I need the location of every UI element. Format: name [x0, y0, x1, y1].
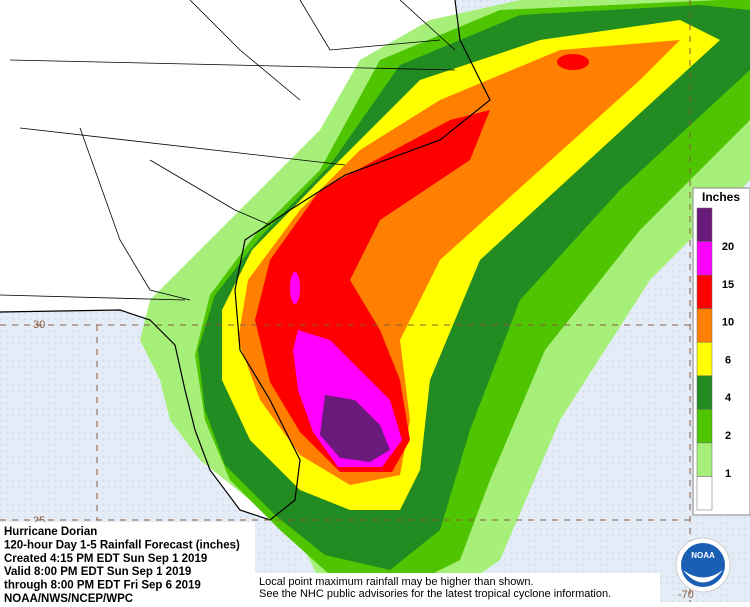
- info-box: [0, 522, 255, 602]
- coastline: [0, 0, 491, 521]
- legend-label: 1: [725, 468, 731, 480]
- logo-wave: [683, 570, 723, 583]
- legend-label: 4: [725, 392, 732, 404]
- legend-swatch: [696, 207, 713, 242]
- legend-swatch: [696, 274, 713, 309]
- legend-label: 6: [725, 354, 731, 366]
- legend-label: 15: [722, 279, 734, 291]
- legend-swatch: [696, 308, 713, 343]
- info-line: NOAA/NWS/NCEP/WPC: [4, 593, 133, 602]
- legend-swatch: [696, 409, 713, 444]
- state-borders: [0, 0, 456, 301]
- rainfall-swath: [140, 0, 750, 602]
- legend-label: 10: [722, 317, 734, 329]
- legend-label: 2: [725, 430, 731, 442]
- info-line: Hurricane Dorian: [4, 526, 97, 538]
- note-text: Local point maximum rainfall may be high…: [259, 576, 611, 600]
- lon-label: -70: [678, 589, 694, 601]
- legend-title: Inches: [702, 190, 740, 204]
- legend-swatch: [696, 375, 713, 410]
- legend-swatch: [696, 341, 713, 377]
- note-line: See the NHC public advisories for the la…: [259, 588, 611, 600]
- legend-swatch: [696, 442, 713, 477]
- logo-text: NOAA: [691, 551, 715, 560]
- info-line: 120-hour Day 1-5 Rainfall Forecast (inch…: [4, 539, 240, 551]
- info-line: Valid 8:00 PM EDT Sun Sep 1 2019: [4, 566, 191, 578]
- legend-swatch: [696, 476, 713, 511]
- legend-swatch: [696, 241, 713, 276]
- legend: 20 15 10 6 4 2 1: [696, 207, 734, 511]
- note-box: [255, 573, 660, 602]
- lat-label: 30: [33, 319, 45, 331]
- info-line: through 8:00 PM EDT Fri Sep 6 2019: [4, 580, 201, 592]
- info-line: Created 4:15 PM EDT Sun Sep 1 2019: [4, 553, 207, 565]
- note-line: Local point maximum rainfall may be high…: [259, 576, 534, 588]
- legend-label: 20: [722, 241, 734, 253]
